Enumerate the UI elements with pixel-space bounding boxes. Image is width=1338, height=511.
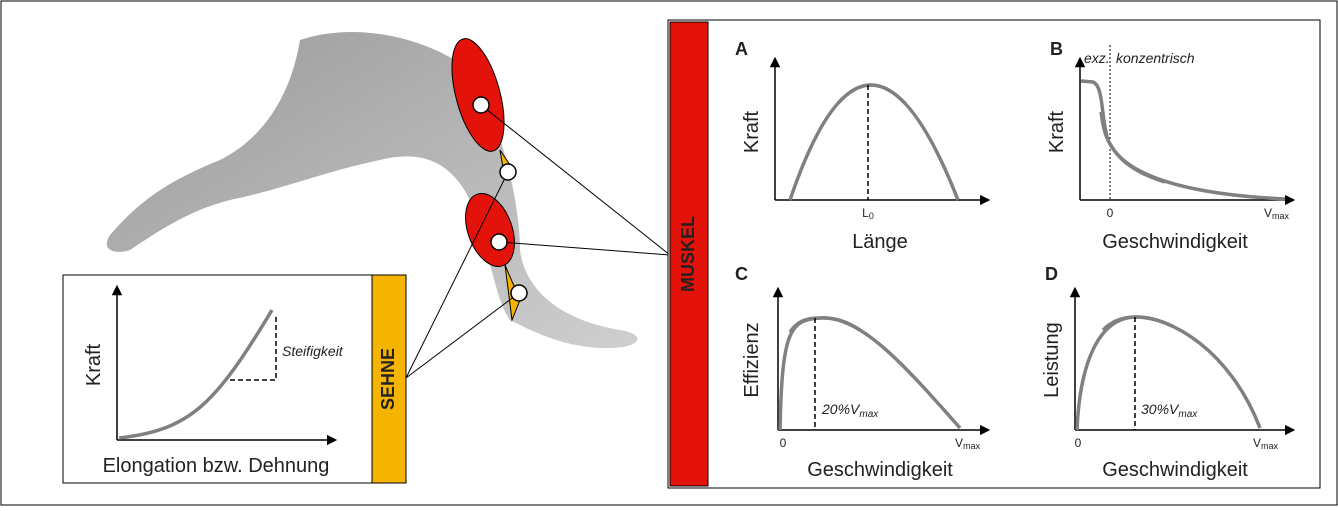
- marker: [473, 97, 489, 113]
- y-label: Kraft: [83, 343, 105, 386]
- marker: [500, 164, 516, 180]
- main: 30%V: [1141, 401, 1180, 417]
- marker: [491, 234, 507, 250]
- main: 20%V: [821, 401, 861, 417]
- main: V: [1253, 436, 1261, 450]
- connector: [406, 293, 519, 378]
- main: V: [955, 436, 963, 450]
- origin-label: 0: [780, 436, 787, 450]
- panel-letter: B: [1050, 39, 1063, 59]
- tendon-box: [63, 275, 406, 483]
- x-label: Elongation bzw. Dehnung: [103, 455, 330, 477]
- sub: max: [1261, 441, 1279, 451]
- sub: 0: [869, 211, 874, 221]
- muscle-label: MUSKEL: [678, 216, 698, 292]
- muscle-box: [668, 20, 1320, 488]
- x-label: Geschwindigkeit: [807, 459, 953, 481]
- sub: max: [1178, 409, 1198, 420]
- sub: max: [1272, 211, 1290, 221]
- connector: [499, 242, 670, 255]
- x-label: Geschwindigkeit: [1102, 231, 1248, 253]
- connector: [406, 172, 508, 378]
- x-label: Länge: [852, 231, 908, 253]
- region-label: konzentrisch: [1116, 50, 1195, 66]
- y-label: Leistung: [1041, 322, 1063, 398]
- y-label: Kraft: [1046, 110, 1068, 153]
- y-label: Kraft: [741, 110, 763, 153]
- origin-label: 0: [1107, 206, 1114, 220]
- origin-label: 0: [1075, 436, 1082, 450]
- sub: max: [859, 409, 879, 420]
- slope-label: Steifigkeit: [282, 343, 344, 359]
- panel-letter: D: [1045, 264, 1058, 284]
- marker: [511, 285, 527, 301]
- x-label: Geschwindigkeit: [1102, 459, 1248, 481]
- main: V: [1264, 206, 1272, 220]
- panel-letter: A: [735, 39, 748, 59]
- figure: SEHNE Steifigkeit Kraft Elongation bzw. …: [0, 0, 1338, 506]
- region-label: exz.: [1084, 50, 1110, 66]
- tendon-label: SEHNE: [378, 348, 398, 410]
- sub: max: [963, 441, 981, 451]
- panel-letter: C: [735, 264, 748, 284]
- y-label: Effizienz: [741, 322, 763, 397]
